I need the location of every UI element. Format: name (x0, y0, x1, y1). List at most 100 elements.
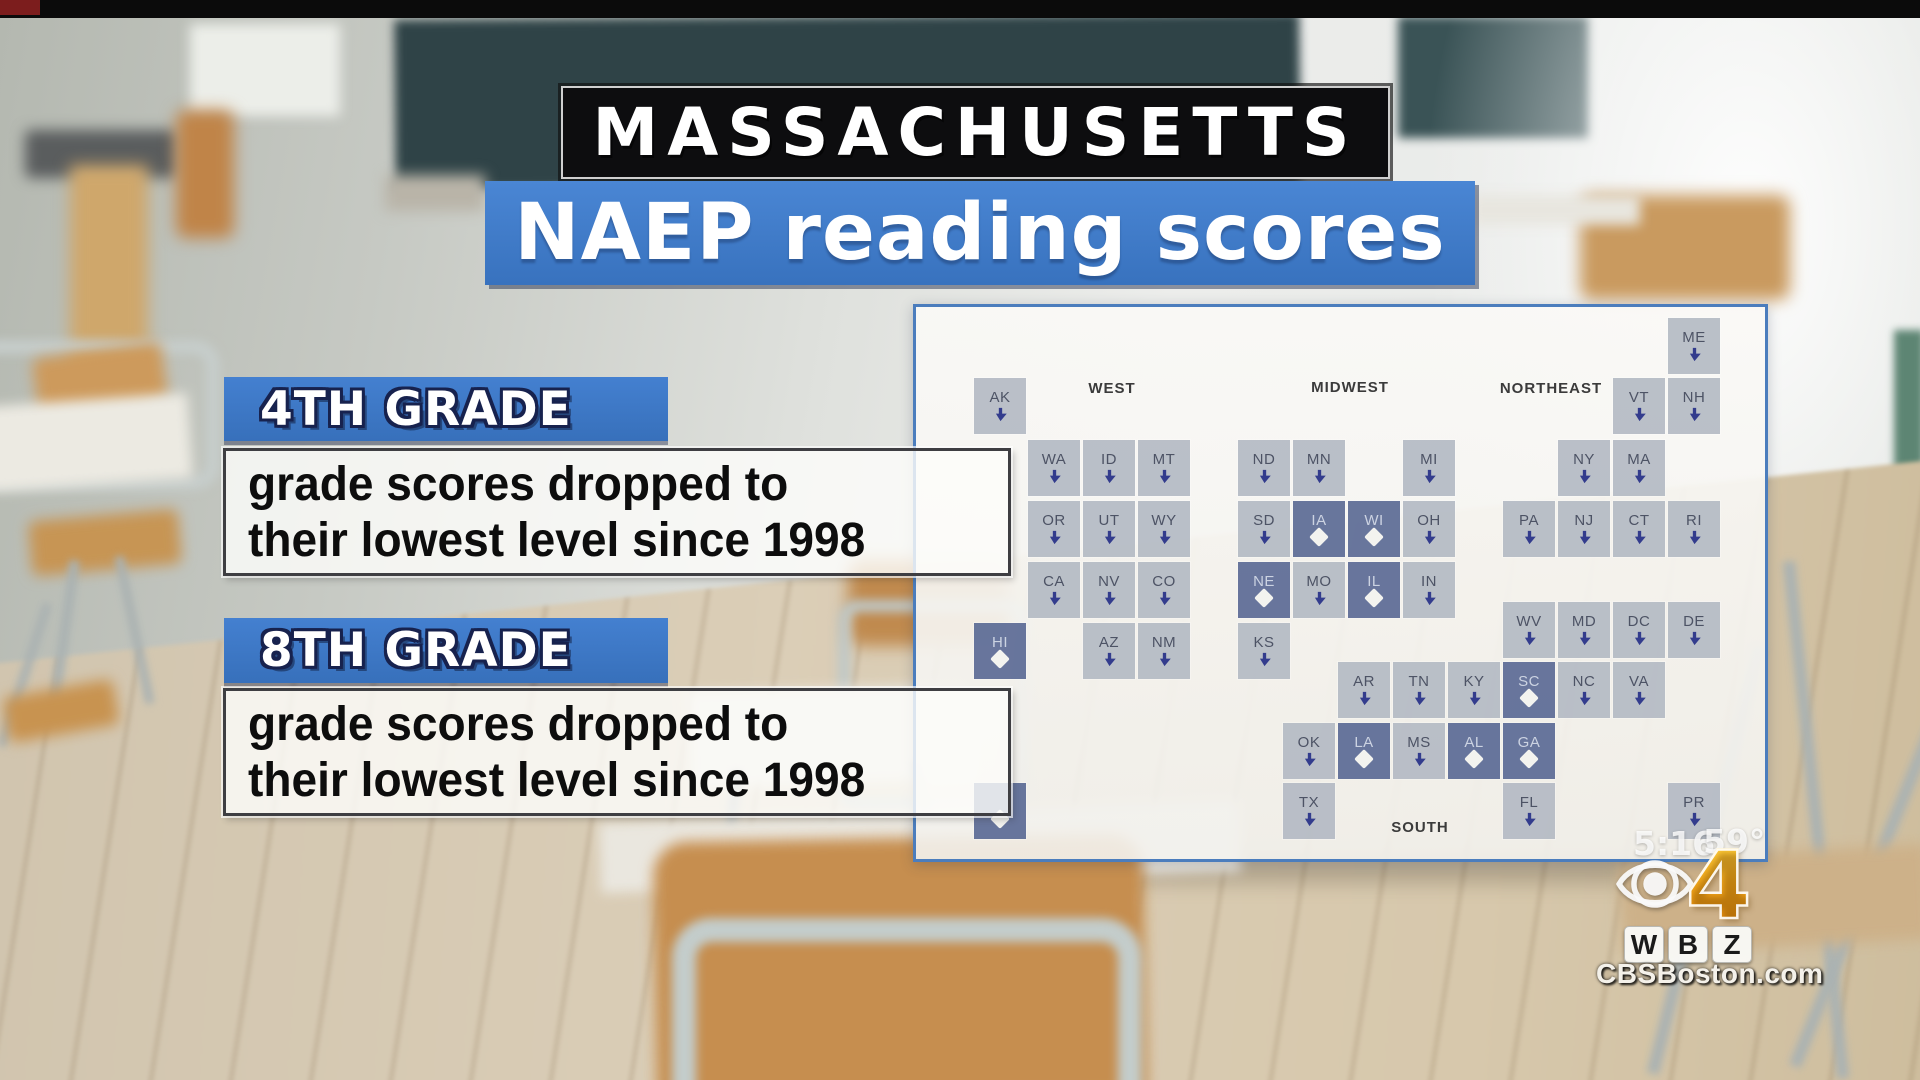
diamond-icon (1519, 688, 1539, 708)
chair-frame-foreground (672, 918, 1142, 1080)
title-topic-text: NAEP reading scores (514, 188, 1446, 278)
state-abbr: MD (1571, 612, 1597, 630)
title-banner-topic: NAEP reading scores (485, 181, 1475, 285)
top-letterbox-bar (0, 0, 1920, 18)
diamond-icon (1364, 588, 1384, 608)
diamond-icon (1364, 527, 1384, 547)
state-tile-la: LA (1338, 723, 1390, 779)
state-tile-il: IL (1348, 562, 1400, 618)
callout-line: their lowest level since 1998 (248, 754, 866, 807)
state-tile-ak: AK (974, 378, 1026, 434)
down-arrow-icon (1521, 529, 1538, 546)
state-abbr: AL (1464, 733, 1484, 751)
state-tile-pr: PR (1668, 783, 1720, 839)
down-arrow-icon (1631, 690, 1648, 707)
state-abbr: CA (1043, 572, 1065, 590)
down-arrow-icon (1256, 529, 1273, 546)
state-abbr: NJ (1574, 511, 1594, 529)
wbz-callsign: W B Z (1624, 926, 1752, 963)
state-tile-nj: NJ (1558, 501, 1610, 557)
state-tile-ri: RI (1668, 501, 1720, 557)
state-tile-mi: MI (1403, 440, 1455, 496)
down-arrow-icon (1156, 529, 1173, 546)
state-tile-wa: WA (1028, 440, 1080, 496)
down-arrow-icon (1686, 811, 1703, 828)
state-abbr: KS (1253, 633, 1275, 651)
region-label-northeast: NORTHEAST (1499, 380, 1603, 397)
state-tile-ga: GA (1503, 723, 1555, 779)
diamond-icon (1254, 588, 1274, 608)
state-tile-de: DE (1668, 602, 1720, 658)
top-left-red-patch (0, 0, 40, 15)
region-label-south: SOUTH (1391, 819, 1449, 836)
state-abbr: NC (1572, 672, 1596, 690)
down-arrow-icon (1686, 529, 1703, 546)
state-tile-tx: TX (1283, 783, 1335, 839)
state-tile-wi: WI (1348, 501, 1400, 557)
down-arrow-icon (1576, 529, 1593, 546)
down-arrow-icon (1631, 468, 1648, 485)
state-tile-tn: TN (1393, 662, 1445, 718)
down-arrow-icon (1686, 406, 1703, 423)
region-label-west: WEST (1088, 380, 1136, 397)
state-abbr: NM (1151, 633, 1177, 651)
state-abbr: FL (1519, 793, 1539, 811)
desk-edge (385, 175, 485, 211)
state-tile-va: VA (1613, 662, 1665, 718)
state-tile-ut: UT (1083, 501, 1135, 557)
state-tile-ma: MA (1613, 440, 1665, 496)
state-tile-id: ID (1083, 440, 1135, 496)
diamond-icon (1464, 749, 1484, 769)
state-tile-ks: KS (1238, 623, 1290, 679)
state-abbr: MS (1407, 733, 1431, 751)
down-arrow-icon (1631, 406, 1648, 423)
state-abbr: WY (1151, 511, 1177, 529)
down-arrow-icon (1631, 630, 1648, 647)
state-tile-nv: NV (1083, 562, 1135, 618)
state-abbr: SD (1253, 511, 1275, 529)
down-arrow-icon (1421, 468, 1438, 485)
state-abbr: ND (1252, 450, 1276, 468)
diamond-icon (1519, 749, 1539, 769)
down-arrow-icon (1156, 590, 1173, 607)
down-arrow-icon (1421, 590, 1438, 607)
state-abbr: MA (1627, 450, 1651, 468)
state-tile-nc: NC (1558, 662, 1610, 718)
down-arrow-icon (1156, 651, 1173, 668)
down-arrow-icon (992, 406, 1009, 423)
down-arrow-icon (1631, 529, 1648, 546)
state-abbr: GA (1517, 733, 1541, 751)
state-abbr: OK (1297, 733, 1321, 751)
state-abbr: CT (1628, 511, 1650, 529)
state-abbr: NE (1253, 572, 1275, 590)
down-arrow-icon (1466, 690, 1483, 707)
down-arrow-icon (1101, 468, 1118, 485)
state-abbr: OH (1417, 511, 1441, 529)
callsign-letter: W (1624, 926, 1664, 963)
state-abbr: NV (1098, 572, 1120, 590)
state-abbr: WV (1516, 612, 1542, 630)
state-tile-ky: KY (1448, 662, 1500, 718)
state-tile-nd: ND (1238, 440, 1290, 496)
state-tile-dc: DC (1613, 602, 1665, 658)
down-arrow-icon (1101, 590, 1118, 607)
down-arrow-icon (1046, 468, 1063, 485)
callout-heading-8th-grade: 8TH GRADE (224, 618, 668, 683)
state-abbr: HI (992, 633, 1008, 651)
down-arrow-icon (1101, 529, 1118, 546)
callout-line: grade scores dropped to (248, 458, 789, 511)
state-abbr: ME (1682, 328, 1706, 346)
state-tile-wy: WY (1138, 501, 1190, 557)
state-abbr: WI (1364, 511, 1384, 529)
state-abbr: VA (1629, 672, 1649, 690)
callout-box-4th-grade: grade scores dropped to their lowest lev… (223, 448, 1011, 576)
down-arrow-icon (1256, 651, 1273, 668)
channel-4-logo: 4 (1685, 832, 1753, 941)
state-tile-ne: NE (1238, 562, 1290, 618)
chair-back (176, 110, 234, 238)
state-tile-ny: NY (1558, 440, 1610, 496)
state-tile-az: AZ (1083, 623, 1135, 679)
state-tile-hi: HI (974, 623, 1026, 679)
